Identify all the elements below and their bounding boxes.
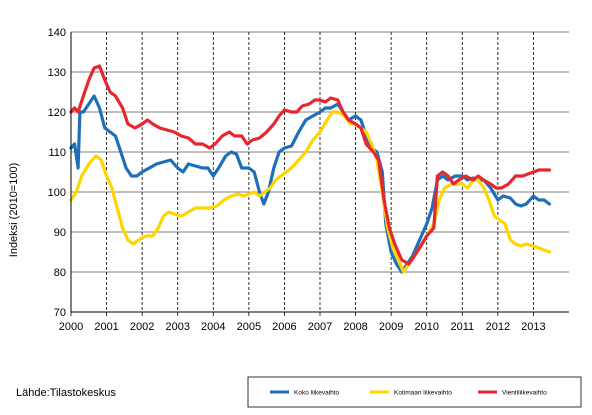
x-tick-label: 2011	[450, 321, 474, 333]
x-tick-label: 2001	[94, 321, 118, 333]
x-tick-label: 2010	[414, 321, 438, 333]
legend-box	[247, 376, 582, 408]
y-tick-label: 100	[48, 187, 66, 199]
legend-label-koko: Koko liikevaihto	[294, 390, 340, 397]
x-tick-label: 2013	[521, 321, 545, 333]
x-tick-label: 2003	[165, 321, 189, 333]
y-tick-label: 70	[54, 307, 66, 319]
x-tick-label: 2008	[343, 321, 367, 333]
series-line-vienti	[69, 64, 551, 266]
x-tick-label: 2004	[201, 321, 225, 333]
source-note: Lähde:Tilastokeskus	[16, 387, 116, 399]
series-line-koko	[69, 94, 551, 274]
series-lines	[69, 64, 551, 274]
x-tick-label: 2005	[237, 321, 261, 333]
y-tick-label: 120	[48, 107, 66, 119]
y-tick-label: 130	[48, 67, 66, 79]
y-axis-label: Indeksi (2010=100)	[8, 163, 20, 257]
x-tick-label: 2002	[130, 321, 154, 333]
x-tick-label: 2009	[379, 321, 403, 333]
y-tick-label: 110	[48, 147, 66, 159]
axes: 70 80 90 100 110 120 130 140 2000 2001 2002 2003 200…	[48, 27, 569, 333]
legend-label-kotimaan: Kotimaan liikevaihto	[394, 390, 452, 397]
y-tick-label: 140	[48, 27, 66, 39]
y-tick-label: 90	[54, 227, 66, 239]
x-tick-label: 2012	[486, 321, 510, 333]
y-tick-label: 80	[54, 267, 66, 279]
x-tick-label: 2006	[272, 321, 296, 333]
x-tick-label: 2007	[308, 321, 332, 333]
legend: Koko liikevaihto Kotimaan liikevaihto Vi…	[247, 376, 582, 408]
grid-lines	[71, 31, 569, 313]
x-tick-label: 2000	[59, 321, 83, 333]
legend-label-vienti: Vientiliikevaihto	[502, 390, 547, 397]
